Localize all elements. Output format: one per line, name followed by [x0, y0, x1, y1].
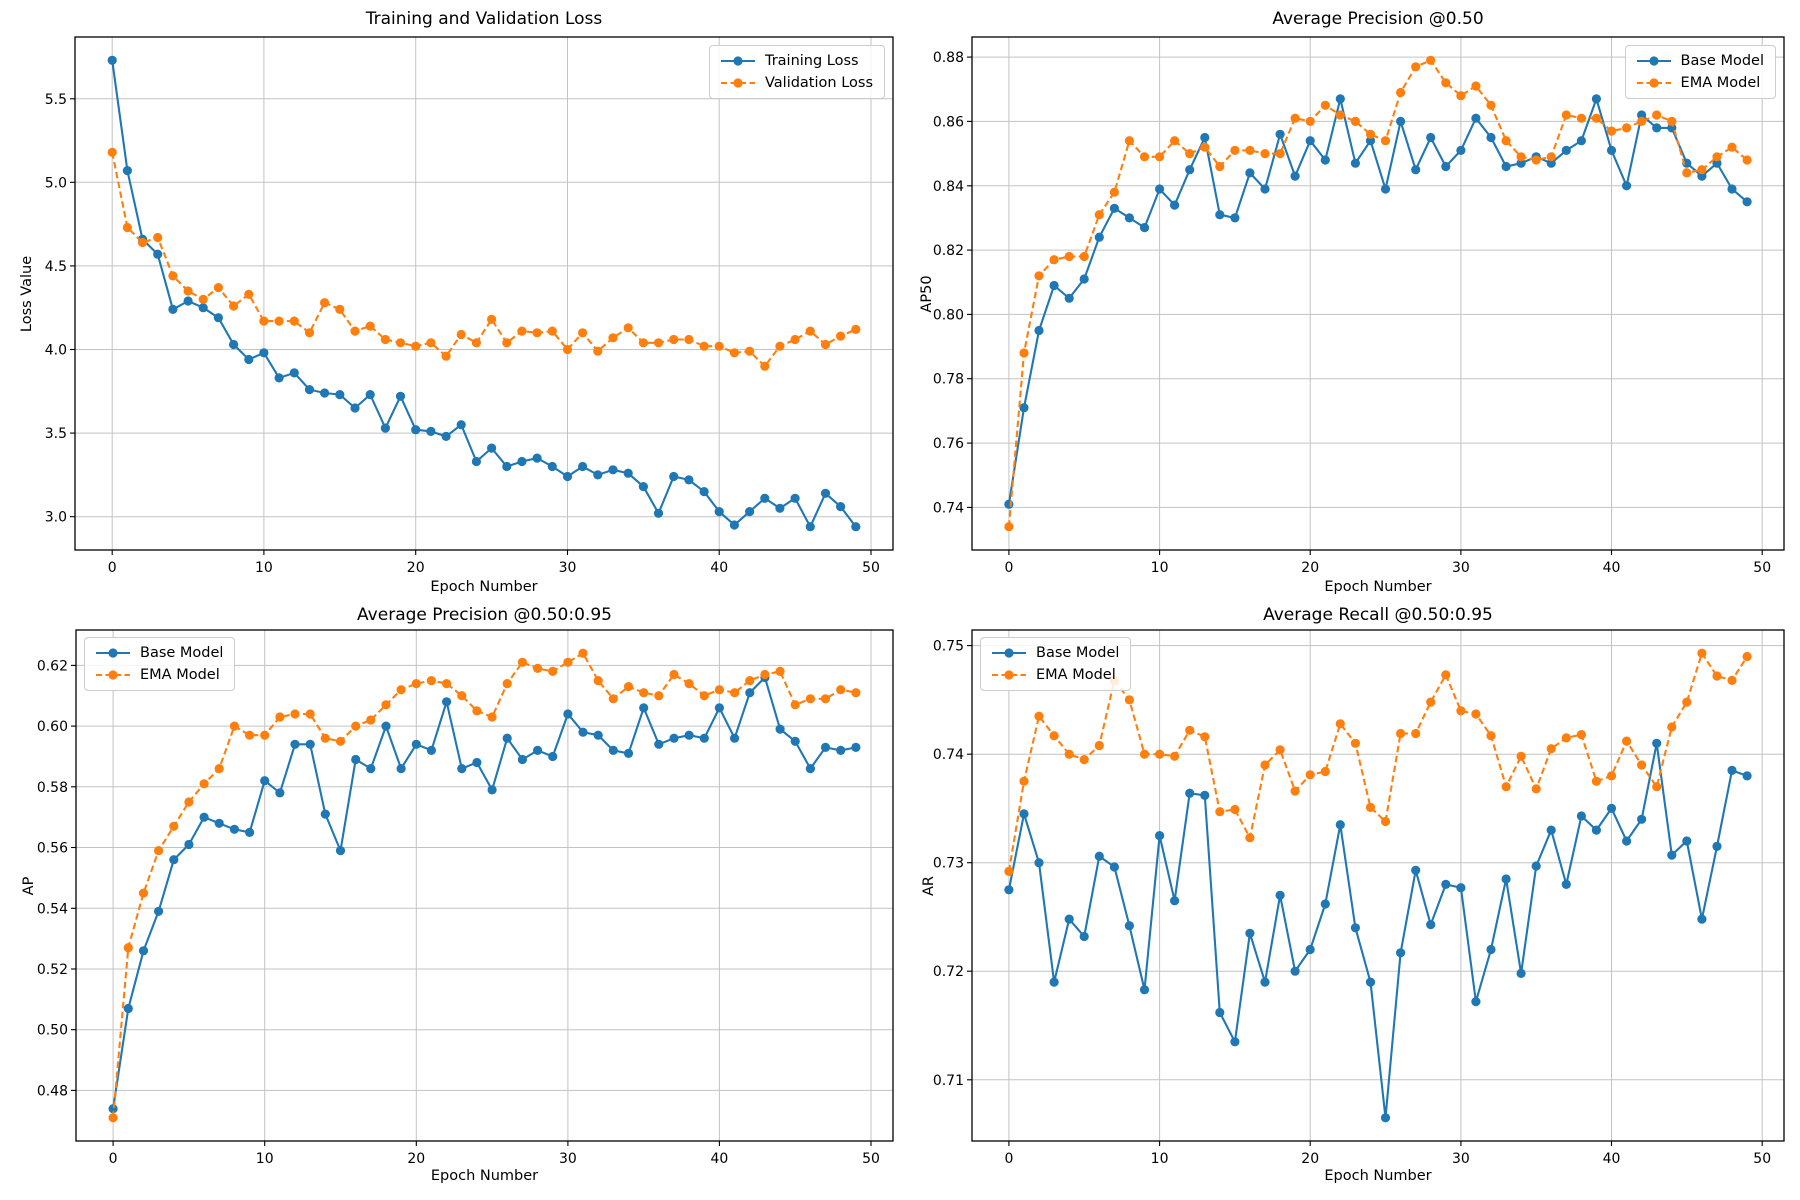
- svg-text:0.86: 0.86: [933, 114, 964, 130]
- svg-text:0.48: 0.48: [37, 1083, 68, 1099]
- svg-text:0.73: 0.73: [933, 856, 964, 872]
- svg-text:10: 10: [255, 560, 273, 576]
- legend-entry-base-model: Base Model: [94, 645, 223, 661]
- svg-text:0.58: 0.58: [37, 780, 68, 796]
- legend-entry-training-loss: Training Loss: [719, 53, 873, 69]
- svg-text:50: 50: [1753, 560, 1771, 576]
- svg-text:0: 0: [108, 560, 117, 576]
- legend-entry-ema-model: EMA Model: [94, 667, 223, 683]
- svg-text:20: 20: [1301, 560, 1319, 576]
- svg-text:0.52: 0.52: [37, 962, 68, 978]
- ap50-x-axis-label: Epoch Number: [1324, 579, 1432, 595]
- svg-text:10: 10: [256, 1151, 274, 1167]
- legend-label: Base Model: [1680, 53, 1764, 69]
- svg-text:30: 30: [1452, 560, 1470, 576]
- svg-text:0.54: 0.54: [37, 901, 68, 917]
- ar-y-axis-label: AR: [921, 876, 937, 896]
- svg-text:40: 40: [710, 560, 728, 576]
- svg-text:20: 20: [407, 1151, 425, 1167]
- svg-text:0.60: 0.60: [37, 719, 68, 735]
- ap50-plot-area: 0.74 0.76 0.78 0.80 0.82 0.84 0.86 0.88 0 10 20 30 4…: [933, 36, 1785, 576]
- svg-text:40: 40: [710, 1151, 728, 1167]
- svg-text:0.88: 0.88: [933, 50, 964, 66]
- svg-text:0.62: 0.62: [37, 658, 68, 674]
- validation-loss-line-icon: [720, 78, 755, 88]
- svg-text:20: 20: [1301, 1151, 1319, 1167]
- svg-text:0.80: 0.80: [933, 307, 964, 323]
- svg-text:3.0: 3.0: [45, 510, 67, 526]
- svg-text:30: 30: [559, 560, 577, 576]
- legend-label: EMA Model: [140, 667, 220, 683]
- svg-text:30: 30: [1452, 1151, 1470, 1167]
- svg-text:0.82: 0.82: [933, 243, 964, 259]
- ema-model-line-icon: [96, 670, 130, 680]
- svg-text:5.0: 5.0: [45, 175, 67, 191]
- legend-entry-ema-model: EMA Model: [990, 667, 1119, 683]
- svg-text:3.5: 3.5: [45, 426, 67, 442]
- svg-text:5.5: 5.5: [45, 92, 67, 108]
- loss-plot-area: 3.0 3.5 4.0 4.5 5.0 5.5 0 10 20 30 40 50: [45, 36, 894, 576]
- svg-text:40: 40: [1603, 560, 1621, 576]
- svg-text:0.72: 0.72: [933, 964, 964, 980]
- ap50-chart-title: Average Precision @0.50: [1272, 9, 1484, 29]
- legend-entry-base-model: Base Model: [1635, 53, 1764, 69]
- svg-text:30: 30: [559, 1151, 577, 1167]
- ap-x-axis-label: Epoch Number: [430, 1168, 539, 1184]
- legend-label: EMA Model: [1680, 75, 1761, 91]
- loss-legend: Training Loss Validation Loss: [708, 45, 885, 99]
- ar-x-axis-label: Epoch Number: [1324, 1168, 1432, 1184]
- svg-text:4.0: 4.0: [45, 343, 67, 359]
- svg-text:0.71: 0.71: [933, 1073, 964, 1089]
- legend-label: Base Model: [1036, 645, 1120, 661]
- svg-text:40: 40: [1603, 1151, 1621, 1167]
- legend-label: Base Model: [140, 645, 224, 661]
- training-loss-line-icon: [720, 56, 755, 66]
- svg-text:4.5: 4.5: [45, 259, 67, 275]
- loss-y-axis-label: Loss Value: [19, 255, 35, 333]
- svg-text:0.74: 0.74: [933, 747, 964, 763]
- legend-label: Training Loss: [764, 53, 859, 69]
- ema-model-line-icon: [1636, 78, 1671, 88]
- svg-text:0: 0: [109, 1151, 118, 1167]
- ap-chart-title: Average Precision @0.50:0.95: [357, 605, 612, 625]
- ema-model-line-icon: [992, 670, 1026, 680]
- svg-text:0.74: 0.74: [933, 500, 964, 516]
- svg-text:50: 50: [1753, 1151, 1771, 1167]
- svg-text:0.56: 0.56: [37, 841, 68, 857]
- ar-plot-area: 0.71 0.72 0.73 0.74 0.75 0 10 20 30 40 50: [933, 629, 1785, 1167]
- svg-text:0.50: 0.50: [37, 1023, 68, 1039]
- svg-text:0.76: 0.76: [933, 436, 964, 452]
- base-model-line-icon: [992, 648, 1026, 658]
- ar-chart-title: Average Recall @0.50:0.95: [1263, 605, 1493, 625]
- svg-text:10: 10: [1151, 560, 1169, 576]
- legend-entry-ema-model: EMA Model: [1635, 75, 1764, 91]
- ap50-y-axis-label: AP50: [919, 275, 935, 313]
- svg-text:0.78: 0.78: [933, 372, 964, 388]
- svg-text:20: 20: [407, 560, 425, 576]
- ap-legend: Base Model EMA Model: [84, 637, 236, 691]
- legend-label: EMA Model: [1036, 667, 1116, 683]
- svg-text:50: 50: [862, 560, 880, 576]
- legend-entry-validation-loss: Validation Loss: [719, 75, 873, 91]
- legend-label: Validation Loss: [764, 75, 873, 91]
- ap-y-axis-label: AP: [21, 876, 37, 896]
- subplot-ap50: 0.74 0.76 0.78 0.80 0.82 0.84 0.86 0.88 0 10 20 30 4…: [900, 0, 1800, 600]
- svg-text:0: 0: [1004, 560, 1013, 576]
- loss-x-axis-label: Epoch Number: [430, 579, 538, 595]
- base-model-line-icon: [96, 648, 130, 658]
- loss-chart-title: Training and Validation Loss: [365, 9, 603, 29]
- svg-text:0.75: 0.75: [933, 639, 964, 655]
- ar-legend: Base Model EMA Model: [980, 637, 1132, 691]
- svg-text:50: 50: [862, 1151, 880, 1167]
- subplot-ap: 0.48 0.50 0.52 0.54 0.56 0.58 0.60 0.62 0 10 20 30 4…: [0, 600, 900, 1200]
- svg-text:0: 0: [1004, 1151, 1013, 1167]
- subplot-ar: 0.71 0.72 0.73 0.74 0.75 0 10 20 30 40 50 Average …: [900, 600, 1800, 1200]
- ap50-legend: Base Model EMA Model: [1624, 45, 1776, 99]
- subplot-loss: 3.0 3.5 4.0 4.5 5.0 5.5 0 10 20 30 40 50 Training a…: [0, 0, 900, 600]
- base-model-line-icon: [1636, 56, 1671, 66]
- legend-entry-base-model: Base Model: [990, 645, 1119, 661]
- svg-text:10: 10: [1151, 1151, 1169, 1167]
- svg-text:0.84: 0.84: [933, 179, 964, 195]
